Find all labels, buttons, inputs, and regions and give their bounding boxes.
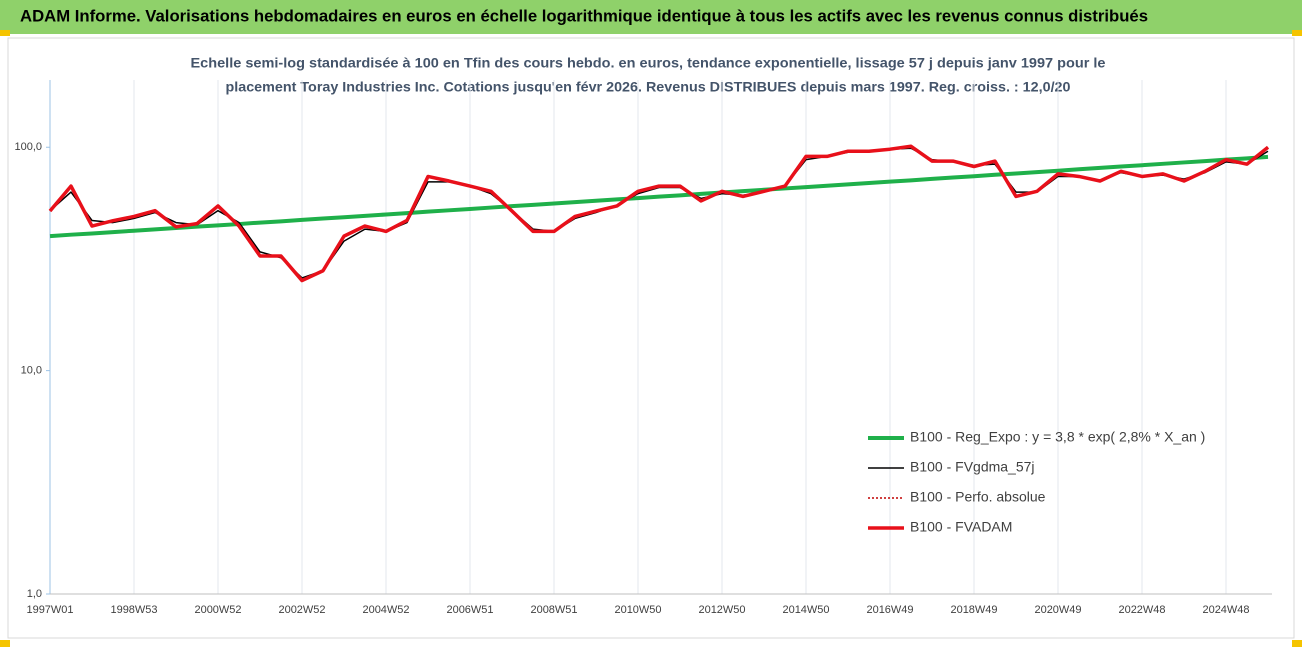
x-tick-label: 1998W53 bbox=[110, 604, 157, 616]
x-tick-label: 2000W52 bbox=[194, 604, 241, 616]
corner-mark bbox=[0, 640, 10, 647]
chart-title: ADAM Informe. Valorisations hebdomadaire… bbox=[20, 6, 1148, 25]
chart-subtitle: Echelle semi-log standardisée à 100 en T… bbox=[191, 55, 1106, 71]
series-line bbox=[49, 154, 1269, 239]
x-tick-label: 2022W48 bbox=[1118, 604, 1165, 616]
x-tick-label: 2020W49 bbox=[1034, 604, 1081, 616]
legend-label: B100 - FVgdma_57j bbox=[910, 459, 1035, 475]
legend-label: B100 - Perfo. absolue bbox=[910, 489, 1046, 505]
corner-mark bbox=[0, 30, 10, 36]
x-tick-label: 2018W49 bbox=[950, 604, 997, 616]
x-tick-label: 2004W52 bbox=[362, 604, 409, 616]
x-tick-label: 2002W52 bbox=[278, 604, 325, 616]
legend-label: B100 - Reg_Expo : y = 3,8 * exp( 2,8% * … bbox=[910, 429, 1205, 445]
chart-border bbox=[7, 37, 1295, 639]
x-tick-label: 1997W01 bbox=[26, 604, 73, 616]
y-tick-label: 100,0 bbox=[14, 141, 42, 153]
y-tick-label: 10,0 bbox=[21, 365, 42, 377]
x-tick-label: 2012W50 bbox=[698, 604, 745, 616]
corner-mark bbox=[1292, 30, 1302, 36]
x-tick-label: 2010W50 bbox=[614, 604, 661, 616]
series-line bbox=[48, 144, 1270, 283]
corner-mark bbox=[1292, 640, 1302, 647]
chart-subtitle: placement Toray Industries Inc. Cotation… bbox=[226, 79, 1071, 95]
x-tick-label: 2014W50 bbox=[782, 604, 829, 616]
x-tick-label: 2016W49 bbox=[866, 604, 913, 616]
x-tick-label: 2006W51 bbox=[446, 604, 493, 616]
legend-label: B100 - FVADAM bbox=[910, 519, 1012, 535]
title-bar bbox=[0, 0, 1302, 34]
y-tick-label: 1,0 bbox=[27, 588, 42, 600]
x-tick-label: 2024W48 bbox=[1202, 604, 1249, 616]
x-tick-label: 2008W51 bbox=[530, 604, 577, 616]
